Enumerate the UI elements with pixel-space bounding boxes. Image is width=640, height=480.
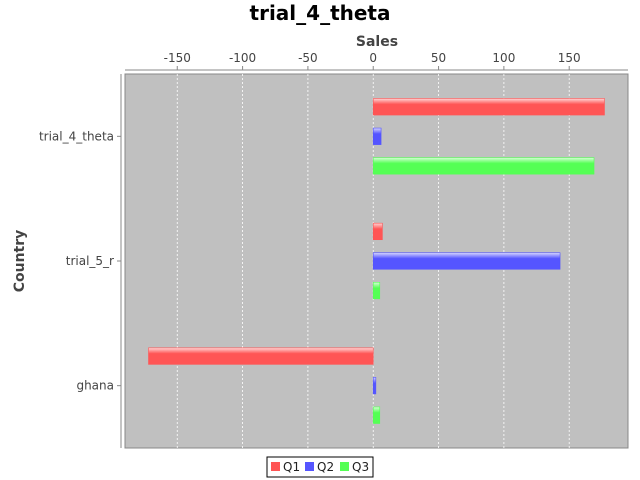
x-tick-label: 100 <box>492 51 515 65</box>
bar-q2-ghana <box>372 377 377 395</box>
y-axis-label: Country <box>12 230 28 293</box>
y-tick-label: trial_5_r <box>66 254 114 268</box>
legend-swatch-q3 <box>340 462 349 471</box>
x-tick-label: 50 <box>431 51 446 65</box>
x-tick-label: -150 <box>164 51 191 65</box>
y-tick-label: trial_4_theta <box>39 129 114 143</box>
legend-label-q3: Q3 <box>352 460 369 474</box>
x-axis: -150 -100 -50 0 50 100 150 <box>125 51 628 71</box>
bar-q1-trial_5_r <box>372 222 383 241</box>
legend-label-q2: Q2 <box>317 460 334 474</box>
chart-title: trial_4_theta <box>250 1 391 25</box>
x-tick-label: -50 <box>298 51 318 65</box>
bar-q2-trial_4_theta <box>372 127 382 145</box>
x-tick-label: -100 <box>229 51 256 65</box>
x-tick-label: 150 <box>558 51 581 65</box>
bar-q2-trial_5_r <box>372 252 561 270</box>
legend-swatch-q2 <box>305 462 314 471</box>
x-axis-label: Sales <box>356 34 398 50</box>
bar-q3-ghana <box>372 406 381 424</box>
legend-label-q1: Q1 <box>283 460 300 474</box>
legend-swatch-q1 <box>271 462 280 471</box>
x-tick-label: 0 <box>369 51 377 65</box>
bars <box>148 98 605 424</box>
bar-q1-trial_4_theta <box>372 98 605 116</box>
legend: Q1 Q2 Q3 <box>266 456 374 478</box>
bar-q3-trial_5_r <box>372 281 381 300</box>
y-tick-label: ghana <box>76 379 114 393</box>
bar-q1-ghana <box>148 347 374 365</box>
bar-q3-trial_4_theta <box>372 157 595 175</box>
